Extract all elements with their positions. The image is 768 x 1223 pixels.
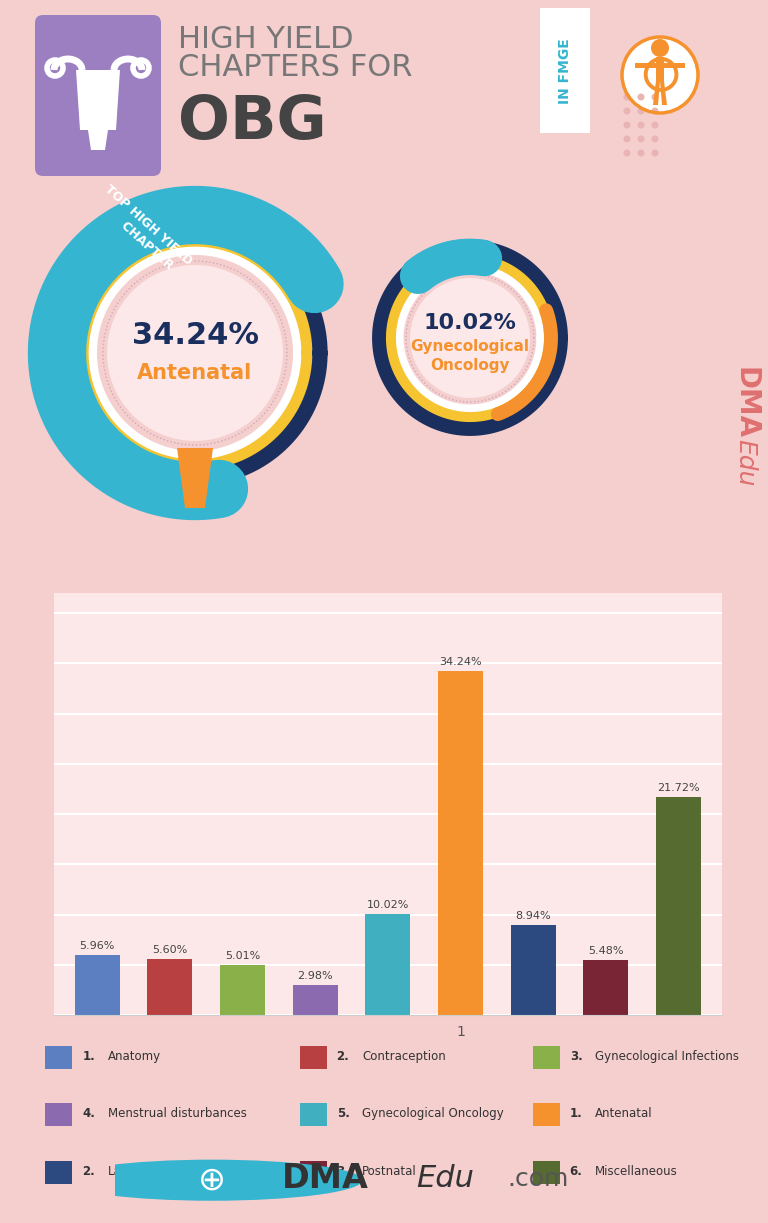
Text: Antenatal: Antenatal xyxy=(137,363,253,383)
Bar xyxy=(511,926,555,1015)
FancyBboxPatch shape xyxy=(300,1162,326,1184)
Text: CHAPTERS FOR: CHAPTERS FOR xyxy=(178,54,412,82)
FancyBboxPatch shape xyxy=(533,1162,560,1184)
Text: ⊙: ⊙ xyxy=(638,49,682,102)
Text: TOP HIGH YIELD
      CHAPTER: TOP HIGH YIELD CHAPTER xyxy=(91,182,194,280)
Text: Gynecological
Oncology: Gynecological Oncology xyxy=(411,339,529,373)
FancyBboxPatch shape xyxy=(35,15,161,176)
Text: 8.94%: 8.94% xyxy=(515,911,551,921)
Polygon shape xyxy=(88,130,108,150)
Text: 5.01%: 5.01% xyxy=(225,950,260,961)
Polygon shape xyxy=(177,448,213,508)
Text: 2.98%: 2.98% xyxy=(297,971,333,981)
FancyBboxPatch shape xyxy=(300,1046,326,1069)
Text: 21.72%: 21.72% xyxy=(657,783,700,793)
Text: .com: .com xyxy=(508,1167,569,1191)
Circle shape xyxy=(624,136,631,143)
Text: Anatomy: Anatomy xyxy=(108,1051,161,1063)
Bar xyxy=(438,671,483,1015)
Text: 3.: 3. xyxy=(570,1051,582,1063)
Polygon shape xyxy=(635,64,685,68)
FancyBboxPatch shape xyxy=(300,1103,326,1126)
Circle shape xyxy=(637,136,644,143)
Text: Gynecological Infections: Gynecological Infections xyxy=(595,1051,739,1063)
Bar xyxy=(74,955,120,1015)
Bar xyxy=(220,965,265,1015)
Text: 3.: 3. xyxy=(336,1166,349,1179)
Text: 10.02%: 10.02% xyxy=(424,313,516,333)
Polygon shape xyxy=(653,81,660,105)
FancyBboxPatch shape xyxy=(533,1103,560,1126)
Text: 34.24%: 34.24% xyxy=(131,320,259,350)
Text: 5.96%: 5.96% xyxy=(80,942,115,951)
FancyBboxPatch shape xyxy=(45,1046,72,1069)
Text: DMA: DMA xyxy=(731,367,759,439)
Text: DMA: DMA xyxy=(282,1162,369,1195)
Circle shape xyxy=(651,93,658,100)
Circle shape xyxy=(651,39,669,57)
Text: 1.: 1. xyxy=(570,1107,582,1120)
Text: Contraception: Contraception xyxy=(362,1051,445,1063)
Circle shape xyxy=(622,37,698,113)
Circle shape xyxy=(624,121,631,128)
FancyBboxPatch shape xyxy=(533,1046,560,1069)
Text: Edu: Edu xyxy=(733,439,757,487)
Circle shape xyxy=(624,149,631,157)
Text: 34.24%: 34.24% xyxy=(439,657,482,667)
Text: IN FMGE: IN FMGE xyxy=(558,38,572,104)
Text: Antenatal: Antenatal xyxy=(595,1107,653,1120)
Circle shape xyxy=(410,278,530,397)
Text: 5.60%: 5.60% xyxy=(152,945,187,955)
Bar xyxy=(366,915,410,1015)
Text: Miscellaneous: Miscellaneous xyxy=(595,1166,678,1179)
Text: 6.: 6. xyxy=(570,1166,583,1179)
Circle shape xyxy=(651,121,658,128)
Bar xyxy=(293,986,338,1015)
Text: 5.: 5. xyxy=(336,1107,349,1120)
Text: 2.: 2. xyxy=(336,1051,349,1063)
Text: 1.: 1. xyxy=(82,1051,95,1063)
FancyBboxPatch shape xyxy=(45,1162,72,1184)
Text: ⊕: ⊕ xyxy=(198,1164,226,1196)
Text: 10.02%: 10.02% xyxy=(366,900,409,910)
Polygon shape xyxy=(656,57,664,81)
FancyBboxPatch shape xyxy=(540,9,590,133)
Circle shape xyxy=(624,93,631,100)
Bar xyxy=(583,960,628,1015)
Text: 5.48%: 5.48% xyxy=(588,947,624,956)
Text: Menstrual disturbances: Menstrual disturbances xyxy=(108,1107,247,1120)
Text: Edu: Edu xyxy=(416,1164,475,1194)
Circle shape xyxy=(651,136,658,143)
Circle shape xyxy=(637,108,644,115)
Polygon shape xyxy=(76,70,120,130)
FancyBboxPatch shape xyxy=(18,18,750,1205)
Polygon shape xyxy=(660,81,667,105)
Text: Gynecological Oncology: Gynecological Oncology xyxy=(362,1107,504,1120)
Circle shape xyxy=(107,265,283,442)
Circle shape xyxy=(651,149,658,157)
Circle shape xyxy=(637,121,644,128)
Text: 4.: 4. xyxy=(82,1107,95,1120)
Circle shape xyxy=(637,149,644,157)
Circle shape xyxy=(624,108,631,115)
Text: HIGH YIELD: HIGH YIELD xyxy=(178,26,353,55)
Circle shape xyxy=(61,1159,362,1201)
Bar xyxy=(656,797,701,1015)
Bar xyxy=(147,959,193,1015)
FancyBboxPatch shape xyxy=(45,1103,72,1126)
Text: Postnatal: Postnatal xyxy=(362,1166,417,1179)
Circle shape xyxy=(377,245,563,430)
Text: OBG: OBG xyxy=(178,93,326,153)
Circle shape xyxy=(637,93,644,100)
Text: 2.: 2. xyxy=(82,1166,95,1179)
Text: Labor: Labor xyxy=(108,1166,141,1179)
Circle shape xyxy=(65,223,325,483)
Circle shape xyxy=(651,108,658,115)
